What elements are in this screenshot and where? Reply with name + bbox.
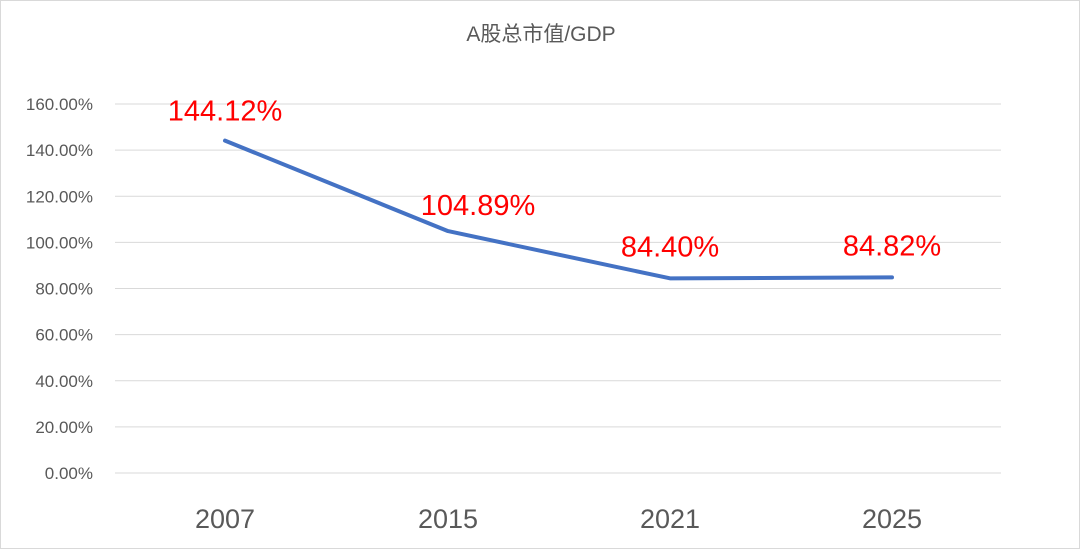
x-axis: 2007 2015 2021 2025: [195, 504, 922, 534]
x-tick-label: 2007: [195, 504, 255, 534]
gridlines: [115, 103, 1001, 474]
x-tick-label: 2015: [418, 504, 478, 534]
y-tick-label: 140.00%: [26, 141, 93, 160]
data-label: 84.40%: [621, 231, 719, 263]
data-label: 84.82%: [843, 230, 941, 262]
y-tick-label: 20.00%: [35, 418, 93, 437]
y-axis: 0.00% 20.00% 40.00% 60.00% 80.00% 100.00% 120.…: [26, 95, 93, 483]
y-tick-label: 80.00%: [35, 280, 93, 299]
y-tick-label: 60.00%: [35, 326, 93, 345]
series-line: [223, 138, 894, 281]
y-tick-label: 0.00%: [45, 464, 93, 483]
data-label: 144.12%: [168, 96, 283, 128]
chart-title: A股总市值/GDP: [466, 23, 615, 46]
x-tick-label: 2021: [640, 504, 700, 534]
y-tick-label: 120.00%: [26, 187, 93, 206]
y-tick-label: 100.00%: [26, 233, 93, 252]
series-layer: [223, 138, 894, 281]
x-tick-label: 2025: [862, 504, 922, 534]
data-label: 104.89%: [421, 190, 536, 222]
y-tick-label: 40.00%: [35, 372, 93, 391]
y-tick-label: 160.00%: [26, 95, 93, 114]
data-labels: 144.12% 104.89% 84.40% 84.82%: [168, 96, 941, 264]
